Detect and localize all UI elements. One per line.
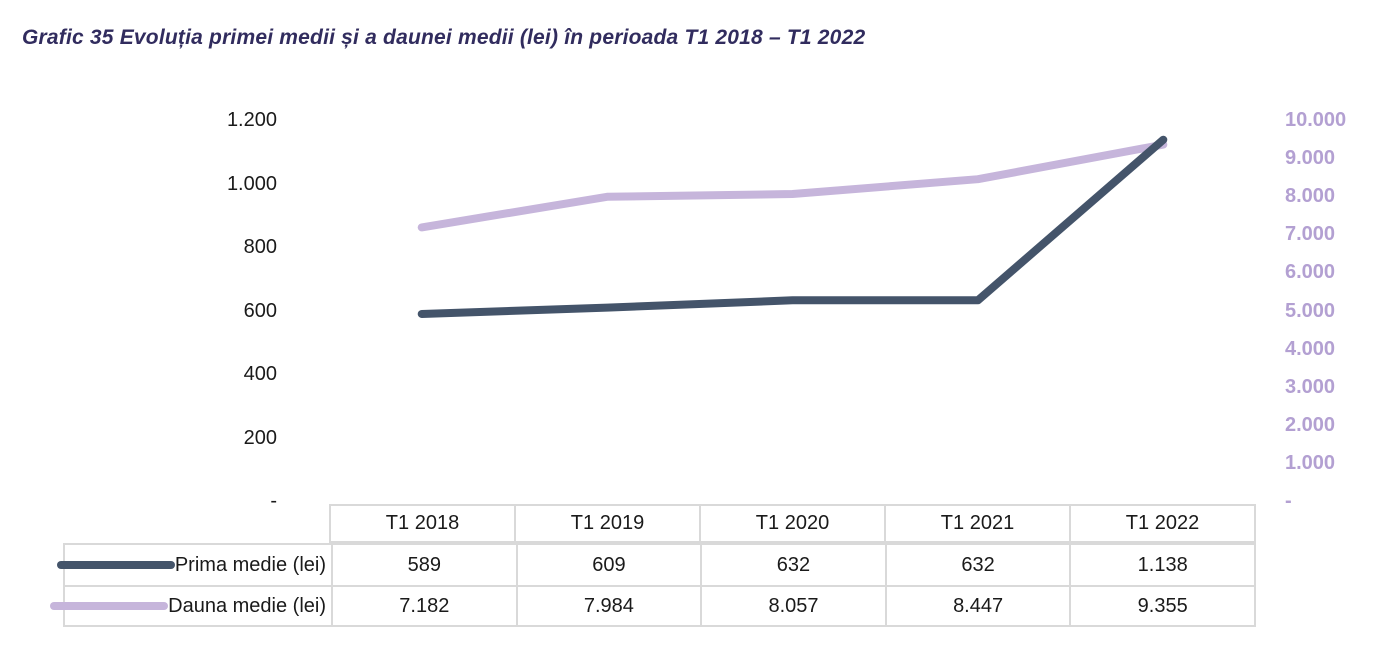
data-table-body: Prima medie (lei) 589 609 632 632 1.138 Dauna … — [50, 543, 1256, 627]
right-axis-tick: 9.000 — [1285, 147, 1336, 170]
left-axis-tick: 400 — [243, 363, 277, 385]
table-header-cell: T1 2020 — [699, 506, 884, 541]
legend-series-name: Dauna medie (lei) — [168, 594, 326, 617]
series-line-dauna-medie-lei — [417, 140, 1168, 232]
right-axis-tick: 3.000 — [1285, 375, 1336, 398]
right-axis-tick: 2.000 — [1285, 413, 1336, 436]
legend-swatch-prima-medie — [56, 561, 175, 569]
right-axis-tick: 4.000 — [1285, 337, 1336, 360]
table-header-cell: T1 2019 — [514, 506, 699, 541]
left-axis-tick: 1.200 — [226, 109, 277, 131]
table-header-cell: T1 2018 — [385, 512, 460, 534]
right-axis-tick: - — [1285, 490, 1292, 512]
right-axis-tick: 6.000 — [1285, 261, 1336, 284]
data-table-header-row: T1 2018 T1 2019 T1 2020 T1 2021 T1 2022 — [329, 504, 1256, 543]
left-axis-tick: 200 — [243, 426, 277, 449]
table-value-cell: 9.355 — [1069, 585, 1254, 625]
table-value-cell: 7.182 — [331, 585, 516, 625]
right-axis-tick: 1.000 — [1285, 451, 1336, 474]
right-axis-tick: 5.000 — [1285, 299, 1336, 322]
table-value-cell: 8.447 — [884, 585, 1070, 625]
table-value-cell: 7.984 — [515, 585, 701, 625]
table-header-cell: T1 2021 — [884, 506, 1069, 541]
left-axis-tick: 600 — [243, 299, 277, 322]
table-value-cell: 8.057 — [700, 585, 885, 625]
left-axis-tick: 1.000 — [226, 172, 277, 195]
left-axis-tick: 800 — [243, 236, 277, 258]
table-value-cell: 632 — [884, 545, 1070, 585]
table-header-cell: T1 2022 — [1069, 506, 1254, 541]
legend-cell: Dauna medie (lei) — [50, 585, 331, 625]
left-axis-tick: - — [270, 490, 277, 512]
table-value-cell: 632 — [700, 545, 885, 585]
chart-title: Grafic 35 Evoluția primei medii și a dau… — [22, 26, 866, 49]
series-line-prima-medie-lei — [417, 135, 1168, 318]
legend-cell: Prima medie (lei) — [56, 545, 331, 585]
table-value-cell: 1.138 — [1069, 545, 1254, 585]
legend-swatch-dauna-medie — [50, 602, 169, 610]
legend-series-name: Prima medie (lei) — [174, 553, 326, 576]
right-axis-tick: 7.000 — [1285, 223, 1336, 246]
table-value-cell: 589 — [331, 545, 516, 585]
right-axis-tick: 8.000 — [1285, 185, 1336, 208]
right-axis-tick: 10.000 — [1285, 109, 1347, 131]
table-value-cell: 609 — [515, 545, 701, 585]
